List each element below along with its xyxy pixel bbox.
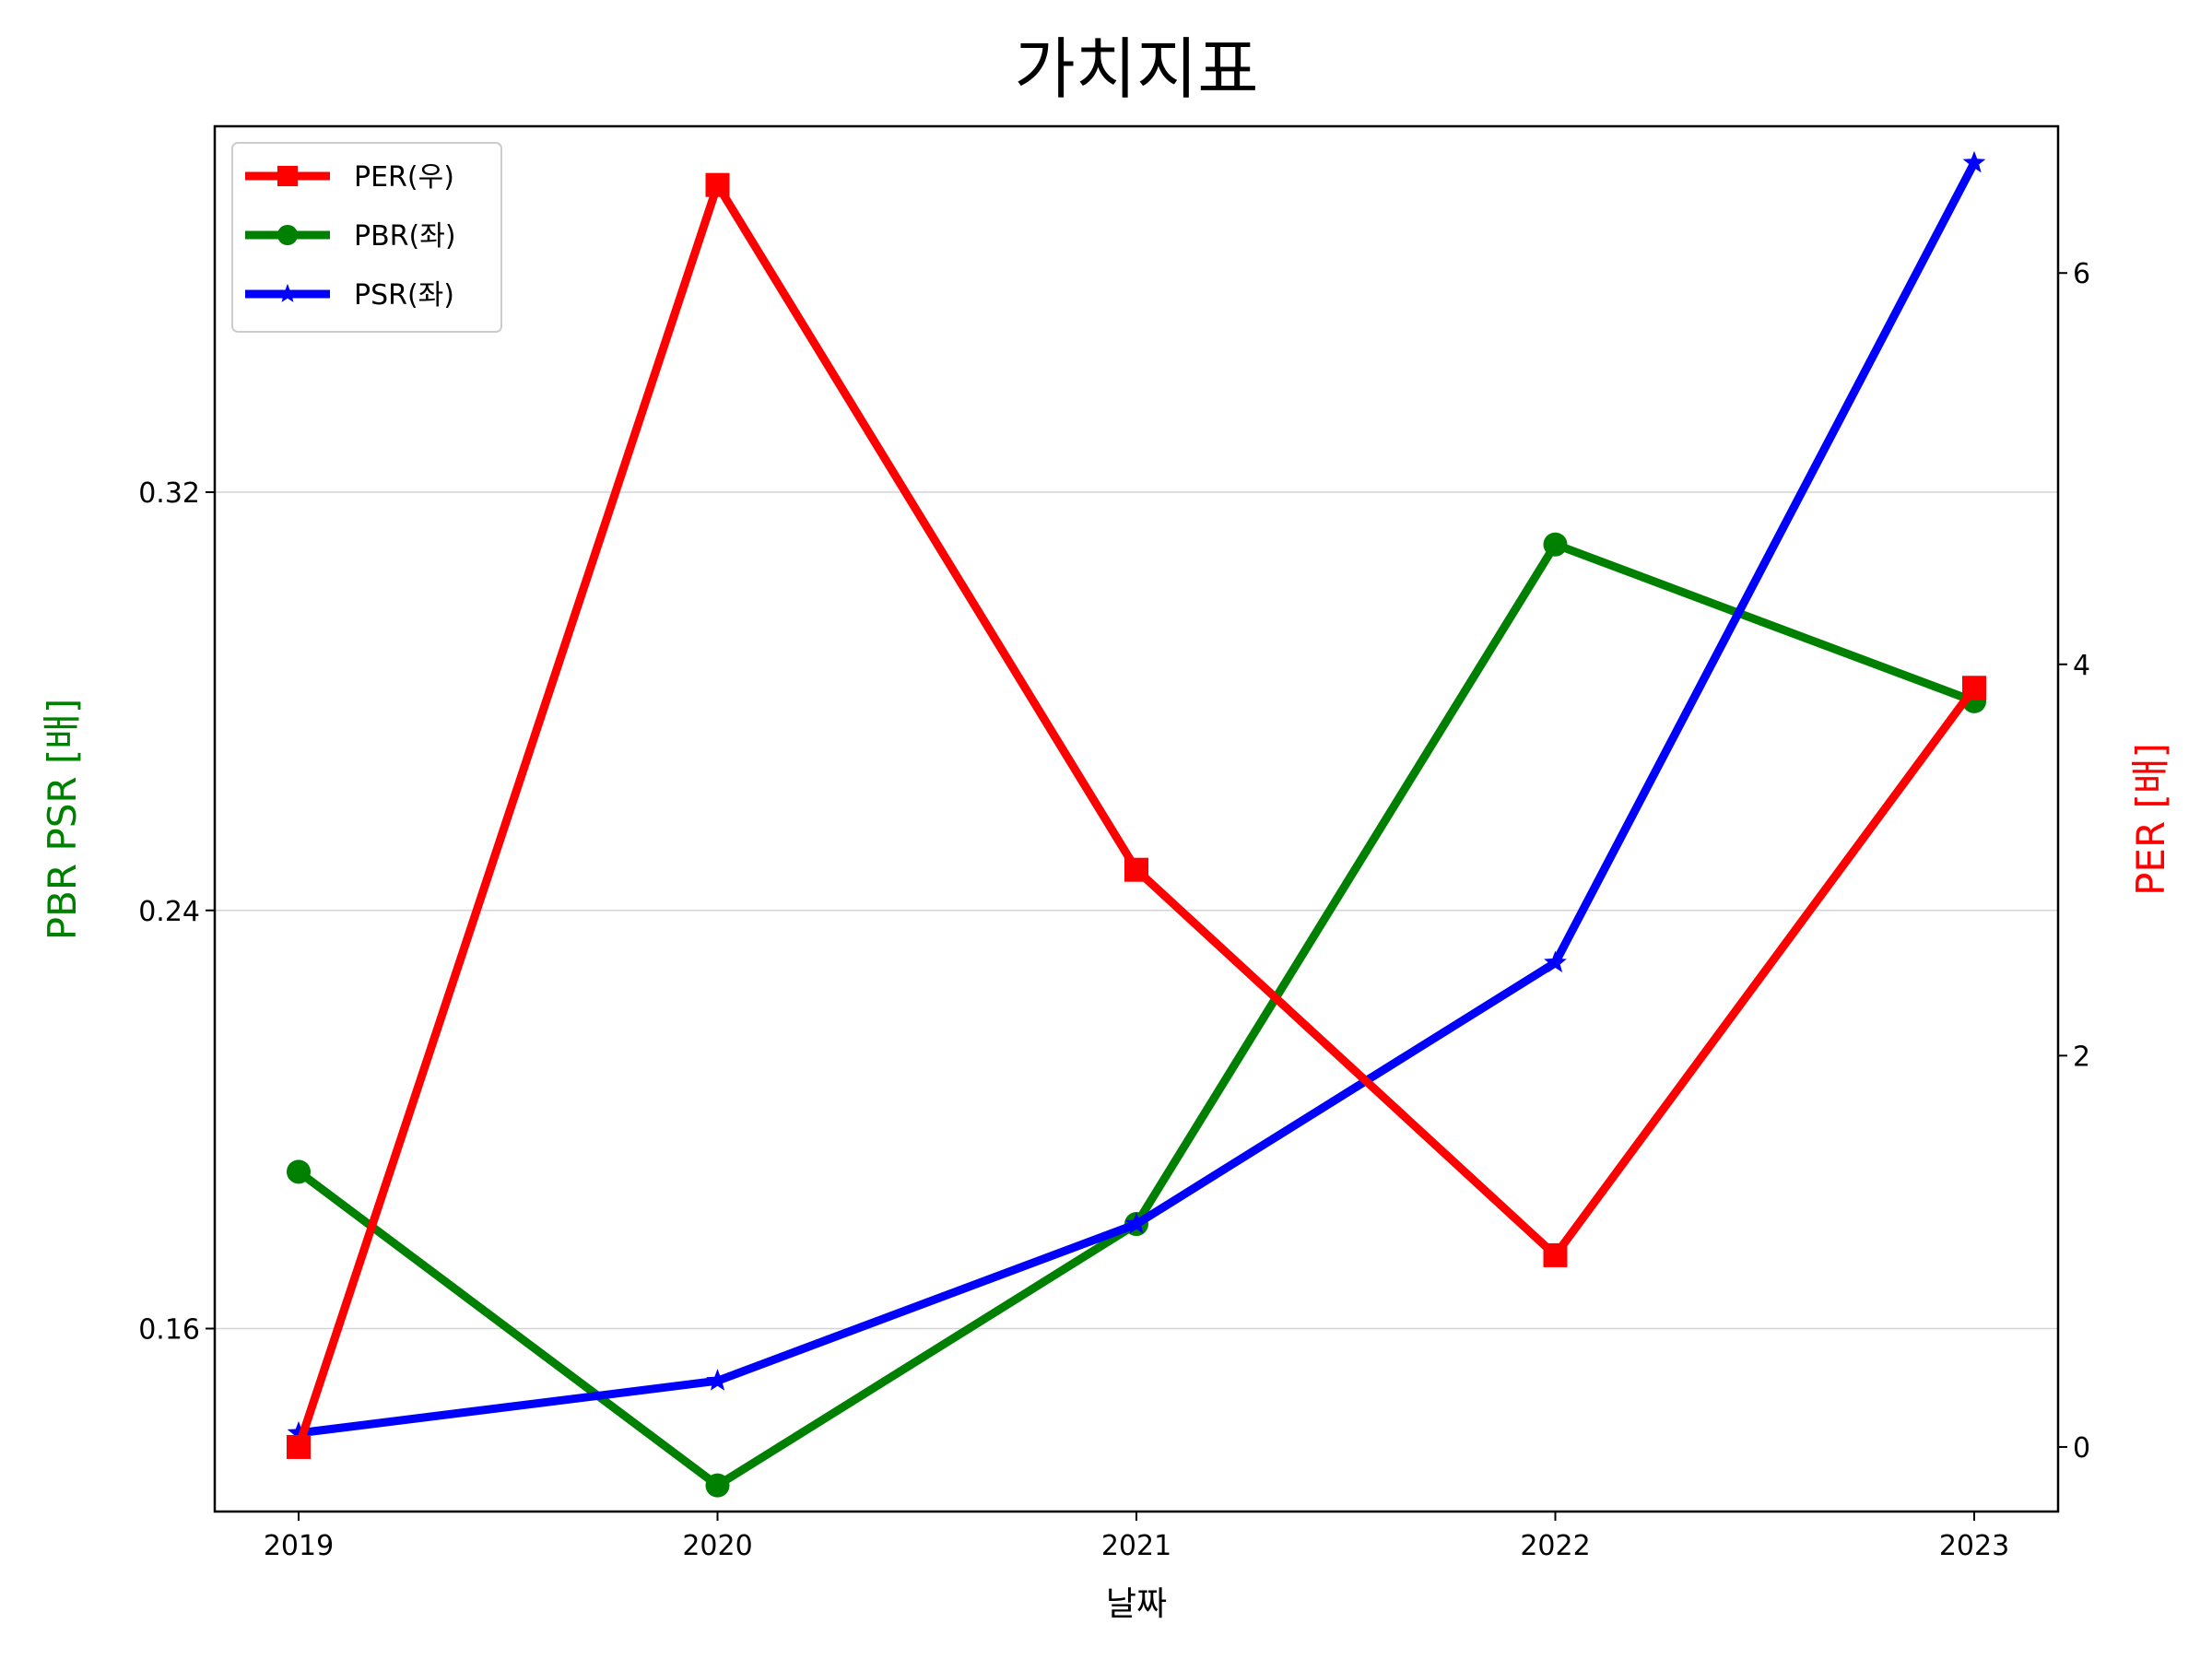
legend-swatch-marker — [276, 224, 299, 246]
data-point — [1543, 532, 1568, 557]
chart-title: 가치지표 — [1015, 30, 1259, 108]
right-tick-label: 2 — [2073, 1041, 2090, 1073]
left-tick-label: 0.24 — [138, 896, 200, 928]
x-axis-title: 날짜 — [1106, 1585, 1167, 1623]
data-point — [287, 1420, 311, 1443]
grid-lines — [215, 491, 2058, 1330]
series-PER(우) — [287, 172, 1986, 1459]
legend-label: PBR(좌) — [354, 220, 456, 253]
series-PSR(좌) — [287, 150, 1986, 1443]
data-point — [705, 172, 730, 197]
data-point — [1544, 950, 1567, 972]
x-tick-label: 2019 — [264, 1530, 334, 1562]
data-point — [1543, 1242, 1568, 1267]
right-tick-label: 4 — [2073, 650, 2090, 682]
left-axis-title: PBR PSR [배] — [40, 699, 85, 941]
x-tick-label: 2022 — [1520, 1530, 1590, 1562]
legend-swatch-marker — [276, 165, 299, 187]
data-point — [705, 1473, 730, 1498]
legend-label: PER(우) — [354, 161, 454, 194]
left-tick-label: 0.32 — [138, 477, 200, 510]
x-tick-label: 2020 — [682, 1530, 752, 1562]
left-axis-ticks: 0.16 0.24 0.32 — [138, 477, 215, 1346]
legend-swatch-marker — [277, 283, 298, 302]
data-point — [287, 1159, 311, 1184]
data-point — [1124, 857, 1148, 882]
data-point — [1962, 150, 1986, 173]
series-layer — [287, 150, 1986, 1498]
right-tick-label: 6 — [2073, 258, 2090, 290]
right-axis-title: PER [배] — [2128, 743, 2173, 896]
legend-label: PSR(좌) — [354, 279, 454, 312]
right-tick-label: 0 — [2073, 1432, 2090, 1465]
legend-box — [231, 142, 502, 333]
legend: PER(우) PBR(좌) PSR(좌) — [231, 142, 502, 333]
data-point — [287, 1434, 311, 1459]
x-axis-ticks: 2019 2020 2021 2022 2023 — [264, 1512, 2009, 1562]
right-axis-ticks: 0 2 4 6 — [2058, 258, 2090, 1465]
data-point — [1124, 1212, 1148, 1234]
left-tick-label: 0.16 — [138, 1313, 200, 1346]
x-tick-label: 2023 — [1939, 1530, 2009, 1562]
data-point — [1962, 676, 1986, 700]
data-point — [706, 1369, 729, 1391]
x-tick-label: 2021 — [1101, 1530, 1171, 1562]
